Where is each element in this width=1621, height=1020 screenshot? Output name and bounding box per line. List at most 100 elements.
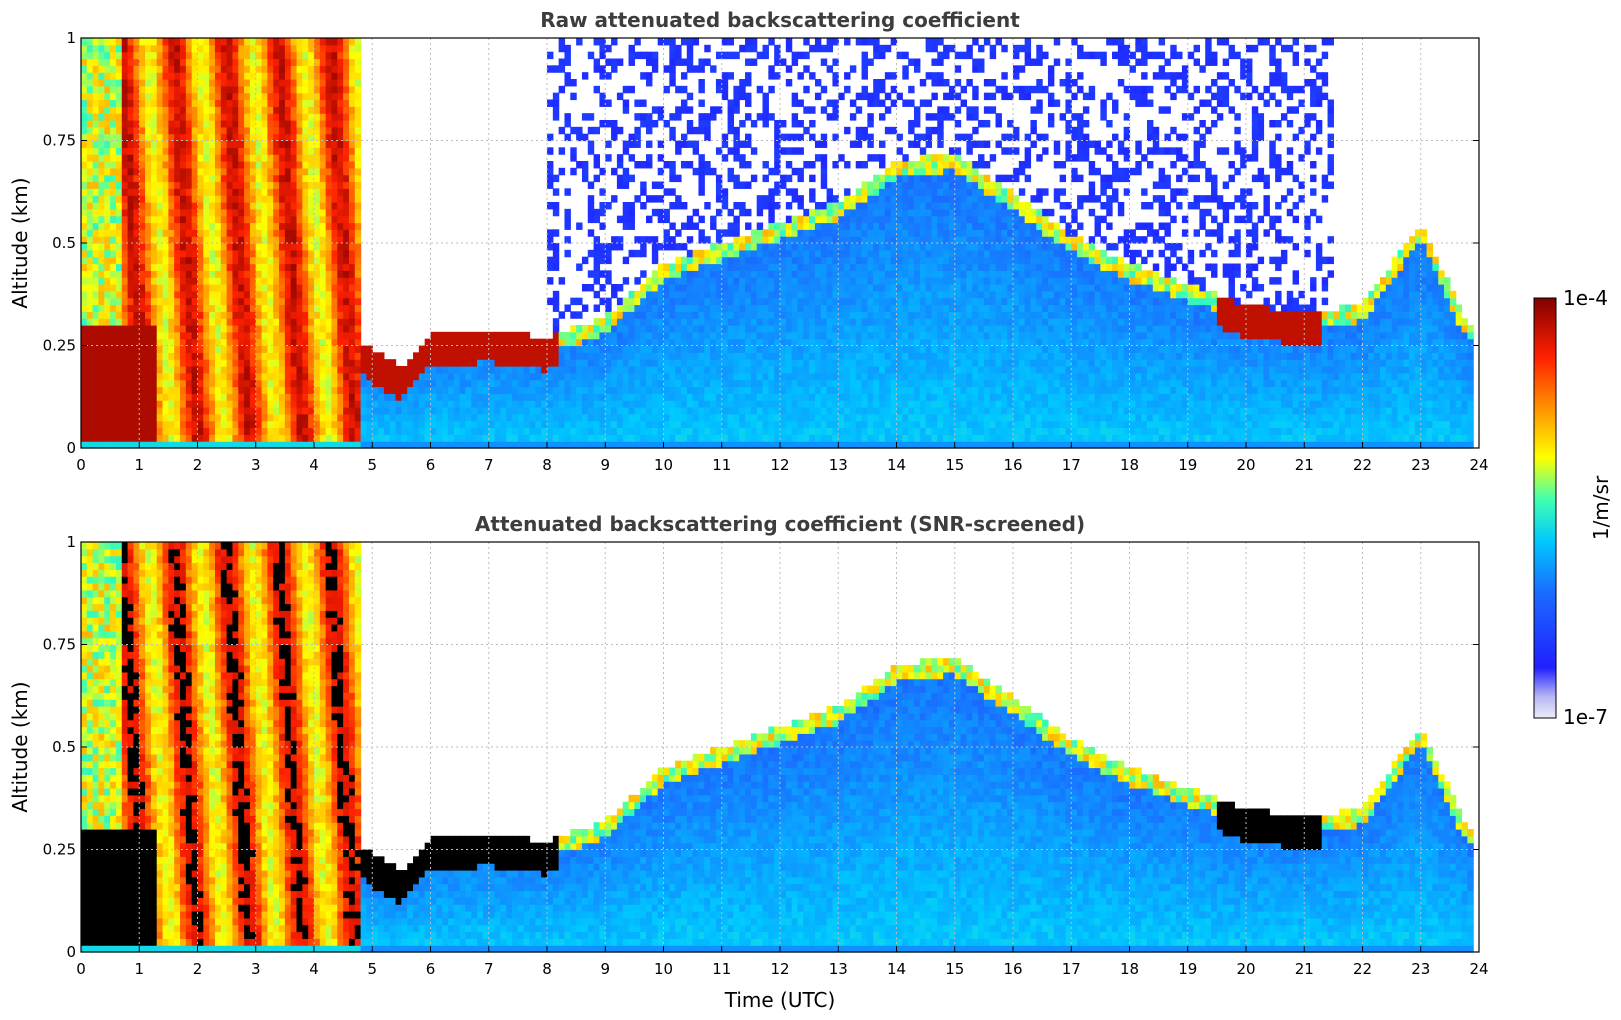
- heatmap-cell: [547, 427, 554, 435]
- heatmap-cell: [768, 38, 775, 46]
- heatmap-cell: [86, 318, 94, 326]
- heatmap-cell: [593, 366, 601, 374]
- heatmap-cell: [605, 352, 612, 360]
- heatmap-cell: [145, 140, 152, 148]
- heatmap-cell: [319, 161, 327, 169]
- heatmap-cell: [226, 427, 234, 435]
- heatmap-cell: [745, 222, 752, 230]
- heatmap-cell: [279, 263, 286, 271]
- heatmap-cell: [675, 44, 682, 53]
- heatmap-cell: [570, 434, 577, 442]
- heatmap-cell: [622, 441, 630, 449]
- heatmap-cell: [319, 379, 327, 388]
- heatmap-cell: [564, 441, 571, 449]
- heatmap-cell: [366, 359, 373, 367]
- heatmap-cell: [622, 256, 630, 265]
- heatmap-cell: [220, 126, 228, 135]
- heatmap-cell: [343, 51, 350, 60]
- heatmap-cell: [104, 79, 111, 87]
- heatmap-cell: [115, 249, 123, 258]
- heatmap-cell: [354, 345, 362, 353]
- heatmap-cell: [745, 290, 752, 299]
- heatmap-cell: [331, 208, 338, 217]
- heatmap-cell: [599, 51, 606, 60]
- heatmap-cell: [576, 372, 583, 381]
- heatmap-cell: [110, 434, 117, 442]
- heatmap-cell: [121, 92, 129, 101]
- heatmap-cell: [115, 51, 123, 60]
- heatmap-cell: [756, 352, 764, 360]
- heatmap-cell: [762, 113, 769, 121]
- heatmap-cell: [780, 434, 787, 442]
- heatmap-cell: [203, 379, 210, 388]
- heatmap-cell: [319, 441, 327, 449]
- heatmap-cell: [162, 277, 169, 285]
- heatmap-cell: [156, 277, 164, 285]
- heatmap-cell: [255, 434, 263, 442]
- heatmap-cell: [244, 366, 251, 374]
- heatmap-cell: [168, 386, 175, 394]
- heatmap-cell: [698, 113, 705, 121]
- heatmap-cell: [657, 284, 665, 292]
- heatmap-cell: [255, 372, 263, 381]
- heatmap-cell: [238, 277, 245, 285]
- heatmap-cell: [669, 243, 676, 251]
- heatmap-cell: [343, 407, 350, 415]
- heatmap-cell: [191, 167, 199, 176]
- heatmap-cell: [174, 65, 181, 73]
- heatmap-cell: [651, 249, 659, 258]
- heatmap-cell: [284, 51, 292, 60]
- heatmap-cell: [232, 167, 239, 176]
- heatmap-cell: [640, 236, 647, 244]
- heatmap-cell: [261, 249, 268, 258]
- heatmap-cell: [640, 284, 647, 292]
- heatmap-cell: [424, 366, 432, 374]
- heatmap-cell: [686, 331, 694, 340]
- heatmap-cell: [581, 434, 589, 442]
- heatmap-cell: [180, 133, 187, 142]
- heatmap-cell: [616, 325, 624, 333]
- heatmap-cell: [98, 120, 105, 128]
- heatmap-cell: [98, 126, 105, 135]
- heatmap-cell: [616, 297, 624, 306]
- heatmap-cell: [640, 181, 647, 189]
- heatmap-cell: [529, 413, 536, 422]
- heatmap-cell: [325, 407, 333, 415]
- heatmap-cell: [640, 270, 647, 278]
- heatmap-cell: [139, 222, 146, 230]
- heatmap-cell: [628, 202, 635, 210]
- heatmap-cell: [745, 133, 752, 142]
- heatmap-cell: [721, 331, 729, 340]
- heatmap-cell: [168, 167, 175, 176]
- heatmap-cell: [593, 325, 601, 333]
- heatmap-cell: [115, 133, 123, 142]
- heatmap-cell: [343, 400, 350, 408]
- heatmap-cell: [785, 277, 793, 285]
- heatmap-cell: [232, 359, 239, 367]
- heatmap-cell: [581, 256, 589, 265]
- heatmap-cell: [104, 249, 111, 258]
- heatmap-cell: [104, 51, 111, 60]
- heatmap-cell: [587, 366, 595, 374]
- heatmap-cell: [581, 427, 589, 435]
- heatmap-cell: [442, 441, 449, 449]
- heatmap-cell: [209, 359, 216, 367]
- heatmap-cell: [226, 161, 234, 169]
- heatmap-cell: [680, 106, 688, 114]
- heatmap-cell: [308, 174, 315, 183]
- heatmap-cell: [267, 167, 274, 176]
- heatmap-cell: [459, 386, 467, 394]
- heatmap-cell: [634, 277, 641, 285]
- heatmap-cell: [657, 215, 665, 224]
- heatmap-cell: [115, 113, 123, 121]
- heatmap-cell: [273, 400, 280, 408]
- heatmap-cell: [407, 386, 414, 394]
- heatmap-cell: [220, 85, 228, 94]
- heatmap-cell: [302, 92, 309, 101]
- heatmap-cell: [354, 120, 362, 128]
- heatmap-cell: [611, 325, 618, 333]
- heatmap-cell: [750, 331, 758, 340]
- heatmap-cell: [139, 38, 146, 46]
- heatmap-cell: [471, 372, 478, 381]
- heatmap-cell: [646, 140, 653, 148]
